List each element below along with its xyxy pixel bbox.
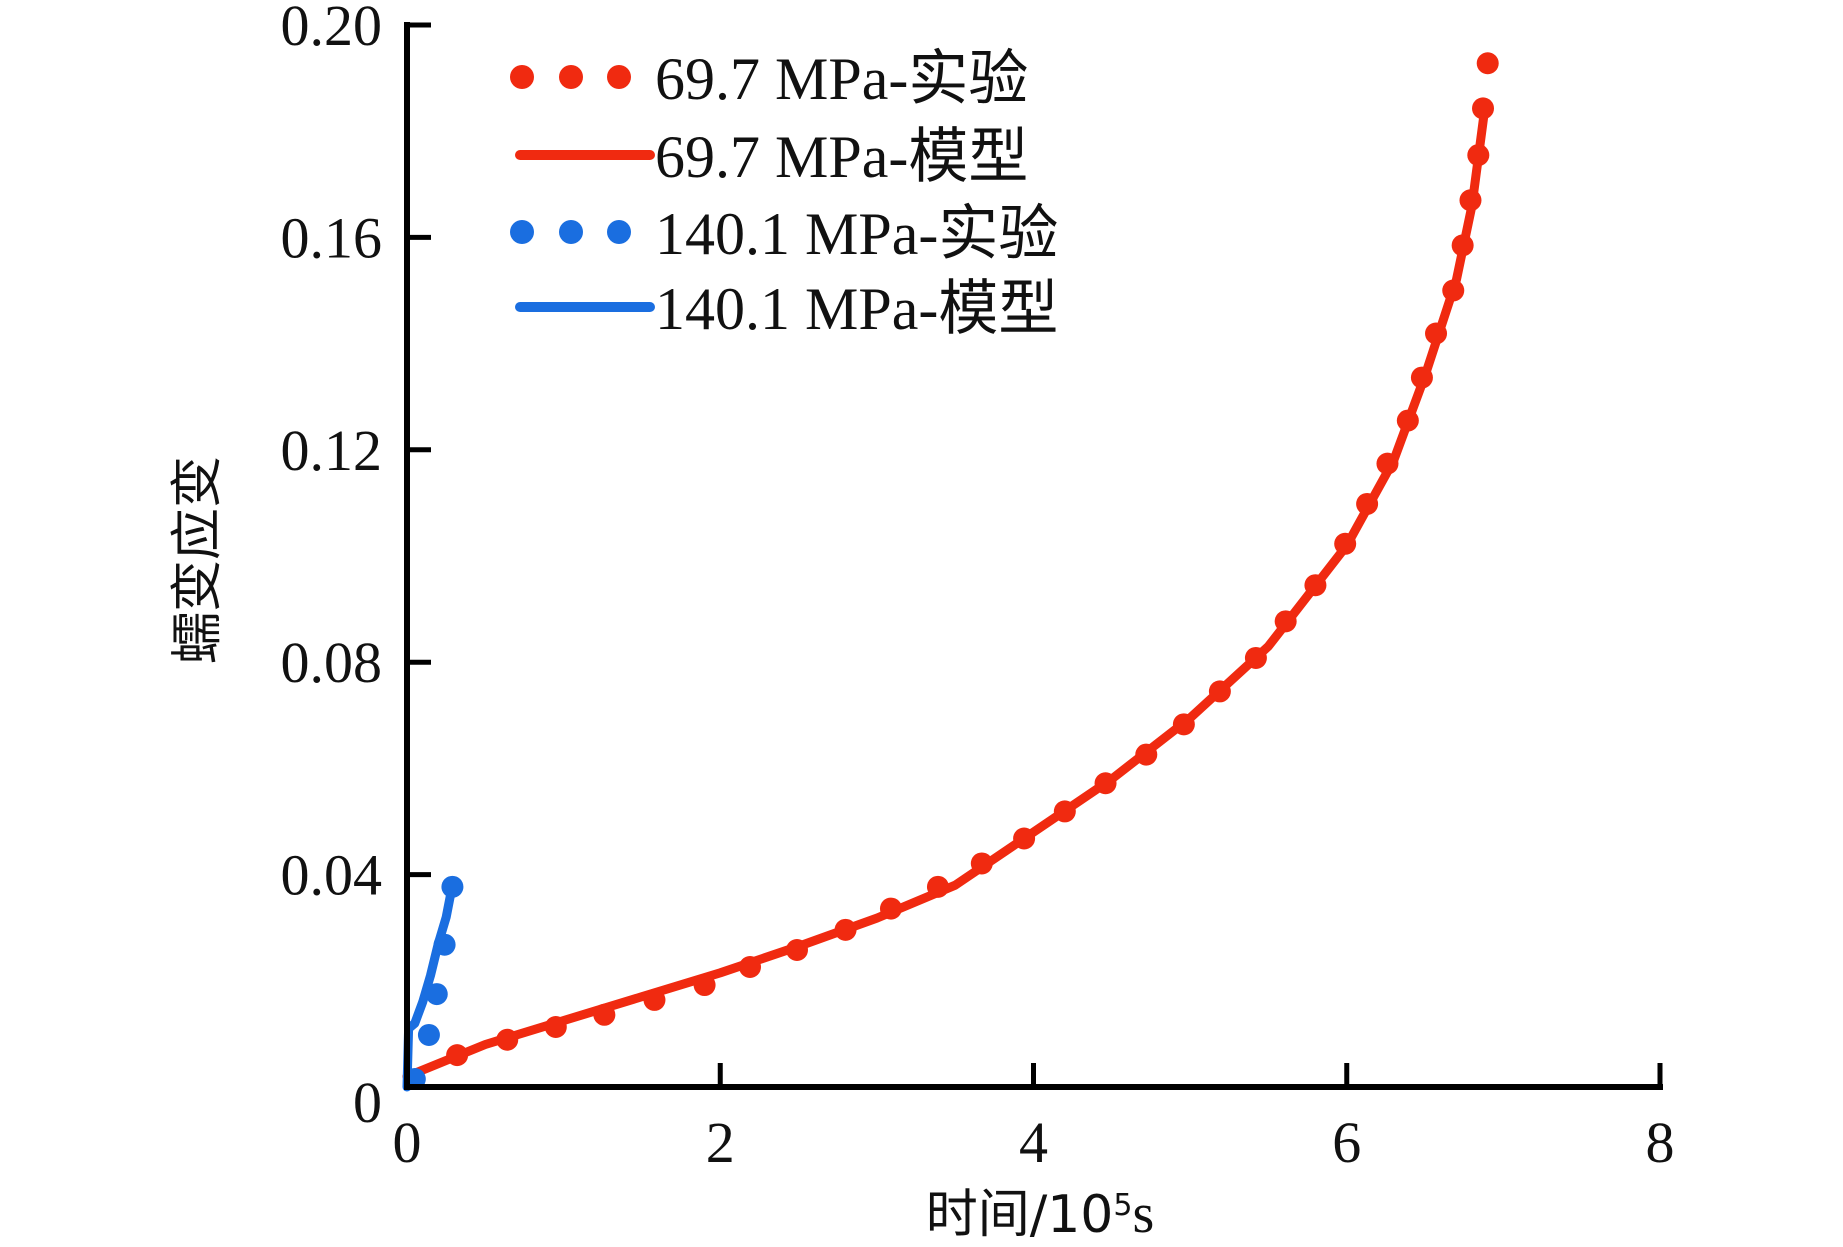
x-axis-title-base: 时间/10 <box>926 1185 1114 1245</box>
data-point <box>785 939 808 962</box>
data-point <box>1425 322 1448 345</box>
x-axis-title-exponent: 5 <box>1113 1188 1132 1223</box>
data-point <box>1459 189 1482 212</box>
legend-marker-dot <box>607 65 631 89</box>
data-point <box>1053 800 1076 823</box>
x-tick-label: 4 <box>1019 1110 1048 1175</box>
data-point <box>425 983 448 1006</box>
data-point <box>1442 279 1465 302</box>
legend: 69.7 MPa-实验 69.7 MPa-模型 140.1 MPa-实验 140.1 … <box>510 46 1058 342</box>
axes: 0 0.04 0.08 0.12 0.16 0.20 0 2 4 6 8 <box>281 0 1675 1175</box>
x-tick-label: 8 <box>1646 1110 1675 1175</box>
x-axis-title-unit: s <box>1133 1183 1155 1245</box>
series-points-0 <box>446 52 1499 1067</box>
data-point <box>544 1015 567 1038</box>
legend-marker-dot <box>510 220 534 244</box>
legend-marker-dot <box>607 220 631 244</box>
legend-item: 69.7 MPa-模型 <box>515 124 1028 190</box>
data-point <box>1451 234 1474 257</box>
x-tick-label: 6 <box>1332 1110 1361 1175</box>
legend-label: 140.1 MPa-模型 <box>655 276 1058 342</box>
legend-marker-dot <box>510 65 534 89</box>
y-tick-label: 0.20 <box>281 0 383 58</box>
data-point <box>739 955 762 978</box>
legend-label: 69.7 MPa-模型 <box>655 124 1028 190</box>
data-point <box>1304 574 1327 597</box>
legend-item: 140.1 MPa-模型 <box>515 276 1058 342</box>
x-axis-title: 时间/105s <box>926 1183 1155 1245</box>
data-point <box>1334 532 1357 555</box>
data-point <box>879 897 902 920</box>
y-tick-label: 0.04 <box>281 843 383 908</box>
data-point <box>1356 492 1379 515</box>
legend-label: 140.1 MPa-实验 <box>655 201 1058 267</box>
y-tick-label: 0.08 <box>281 630 383 695</box>
data-point <box>1208 680 1231 703</box>
data-point <box>593 1003 616 1026</box>
data-point <box>834 918 857 941</box>
data-point <box>1244 646 1267 669</box>
data-point <box>433 933 456 956</box>
data-point <box>417 1023 440 1046</box>
data-point <box>1376 452 1399 475</box>
y-tick-label: 0 <box>353 1070 382 1135</box>
data-point <box>693 974 716 997</box>
plot-series <box>402 52 1499 1092</box>
x-ticks: 0 2 4 6 8 <box>393 1063 1675 1175</box>
data-point <box>1476 52 1499 75</box>
legend-item: 69.7 MPa-实验 <box>510 46 1028 112</box>
x-tick-label: 2 <box>706 1110 735 1175</box>
data-point <box>1172 713 1195 736</box>
y-ticks: 0 0.04 0.08 0.12 0.16 0.20 <box>281 0 431 1135</box>
data-point <box>1135 743 1158 766</box>
data-point <box>643 988 666 1011</box>
data-point <box>441 875 464 898</box>
legend-marker-dot <box>559 220 583 244</box>
data-point <box>970 852 993 875</box>
legend-label: 69.7 MPa-实验 <box>655 46 1028 112</box>
y-tick-label: 0.16 <box>281 205 383 270</box>
y-axis-title: 蠕变应变 <box>168 456 228 664</box>
legend-marker-dot <box>559 65 583 89</box>
data-point <box>1013 827 1036 850</box>
data-point <box>1410 366 1433 389</box>
data-point <box>496 1028 519 1051</box>
x-tick-label: 0 <box>393 1110 422 1175</box>
data-point <box>926 875 949 898</box>
data-point <box>1274 610 1297 633</box>
data-point <box>1467 144 1490 167</box>
data-point <box>1472 97 1495 120</box>
legend-item: 140.1 MPa-实验 <box>510 201 1058 267</box>
y-tick-label: 0.12 <box>281 418 383 483</box>
data-point <box>1396 409 1419 432</box>
data-point <box>446 1044 469 1067</box>
data-point <box>1094 772 1117 795</box>
